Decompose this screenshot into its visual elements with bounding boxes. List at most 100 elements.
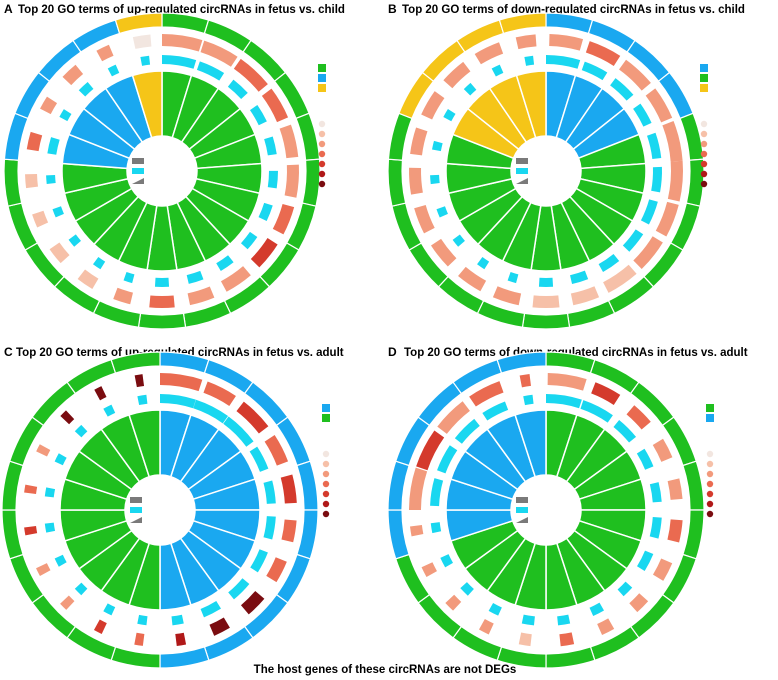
genes-bar bbox=[521, 614, 535, 626]
genes-bar bbox=[186, 270, 204, 284]
pval-legend-dot bbox=[322, 510, 330, 518]
term-band bbox=[110, 646, 161, 669]
select-bar bbox=[492, 286, 522, 306]
legend-category-swatch bbox=[700, 84, 708, 92]
genes-bar bbox=[477, 257, 490, 270]
select-bar bbox=[93, 619, 107, 634]
pval-legend-dot bbox=[700, 180, 708, 188]
genes-bar bbox=[649, 482, 662, 503]
genes-bar bbox=[637, 550, 654, 571]
select-bar bbox=[597, 618, 615, 636]
genes-bar bbox=[546, 394, 582, 409]
legend-category-swatch bbox=[700, 64, 708, 72]
genes-bar bbox=[443, 109, 456, 122]
genes-bar bbox=[432, 140, 443, 152]
select-bar bbox=[655, 201, 679, 237]
genes-bar bbox=[524, 55, 535, 66]
term-band bbox=[387, 509, 410, 560]
figure-caption: The host genes of these circRNAs are not… bbox=[254, 664, 517, 676]
select-bar bbox=[279, 124, 299, 159]
term-band bbox=[137, 312, 187, 330]
select-bar bbox=[94, 386, 107, 401]
select-bar bbox=[410, 127, 428, 156]
legend-category-swatch bbox=[318, 64, 326, 72]
term-band bbox=[1, 509, 24, 560]
panel-d-title: Top 20 GO terms of down-regulated circRN… bbox=[404, 347, 748, 359]
pval-legend-dot bbox=[700, 130, 708, 138]
genes-bar bbox=[622, 229, 644, 252]
panel-letter-b: B bbox=[388, 2, 397, 16]
pval-legend-dot bbox=[322, 460, 330, 468]
genes-bar bbox=[538, 277, 554, 287]
pval-legend-dot bbox=[706, 450, 714, 458]
genes-bar bbox=[430, 174, 440, 185]
term-band bbox=[682, 460, 705, 511]
term-band bbox=[301, 158, 321, 207]
pval-legend-dot bbox=[318, 170, 326, 178]
pval-legend-dot bbox=[706, 470, 714, 478]
term-band bbox=[7, 202, 39, 251]
pval-legend-dot bbox=[706, 510, 714, 518]
genes-bar bbox=[74, 424, 88, 438]
pval-legend-dot bbox=[318, 180, 326, 188]
select-bar bbox=[416, 430, 445, 471]
select-bar bbox=[162, 34, 203, 52]
term-band bbox=[159, 646, 210, 669]
select-bar bbox=[134, 374, 145, 388]
genes-bar bbox=[589, 602, 604, 616]
genes-bar bbox=[507, 271, 519, 284]
select-bar bbox=[187, 286, 215, 306]
genes-bar bbox=[491, 64, 504, 77]
term-band bbox=[682, 509, 705, 560]
genes-bar bbox=[52, 206, 64, 218]
key-genes-swatch bbox=[130, 497, 142, 503]
genes-bar bbox=[267, 170, 278, 189]
term-band bbox=[114, 12, 163, 35]
genes-bar bbox=[103, 404, 116, 417]
genes-bar bbox=[240, 231, 258, 250]
term-band bbox=[295, 112, 321, 161]
pval-legend-dot bbox=[700, 140, 708, 148]
term-band bbox=[1, 460, 24, 511]
genes-bar bbox=[44, 487, 56, 498]
term-band bbox=[3, 112, 29, 161]
select-bar bbox=[645, 88, 673, 123]
panel-a-circle bbox=[3, 12, 321, 330]
key-genes-swatch bbox=[132, 158, 144, 164]
pval-legend-dot bbox=[700, 170, 708, 178]
genes-bar bbox=[649, 516, 662, 539]
select-bar bbox=[619, 59, 651, 91]
select-bar bbox=[570, 286, 600, 306]
panel-b-circle bbox=[387, 12, 705, 330]
term-band bbox=[8, 416, 45, 467]
select-bar bbox=[49, 242, 70, 264]
key-select-swatch bbox=[132, 168, 144, 174]
term-band bbox=[545, 12, 594, 35]
term-band bbox=[387, 460, 410, 511]
panel-b-legend bbox=[700, 64, 708, 188]
genes-bar bbox=[47, 137, 60, 155]
genes-bar bbox=[249, 446, 269, 472]
panel-c-circle bbox=[1, 351, 319, 669]
select-bar bbox=[603, 264, 637, 293]
term-band bbox=[296, 509, 319, 560]
genes-bar bbox=[436, 206, 448, 218]
genes-bar bbox=[44, 522, 56, 533]
select-bar bbox=[478, 619, 494, 635]
select-bar bbox=[421, 562, 437, 578]
select-bar bbox=[414, 204, 435, 234]
select-bar bbox=[264, 435, 289, 466]
term-band bbox=[161, 12, 210, 35]
term-band bbox=[8, 553, 45, 604]
pval-legend-dot bbox=[322, 450, 330, 458]
select-bar bbox=[240, 590, 265, 615]
term-band bbox=[452, 625, 503, 662]
pval-legend-dot bbox=[318, 150, 326, 158]
select-bar bbox=[280, 474, 297, 504]
genes-bar bbox=[74, 582, 88, 596]
term-band bbox=[92, 299, 142, 328]
genes-bar bbox=[249, 104, 267, 126]
genes-bar bbox=[580, 400, 613, 423]
term-band bbox=[3, 158, 23, 207]
pval-legend-dot bbox=[322, 480, 330, 488]
